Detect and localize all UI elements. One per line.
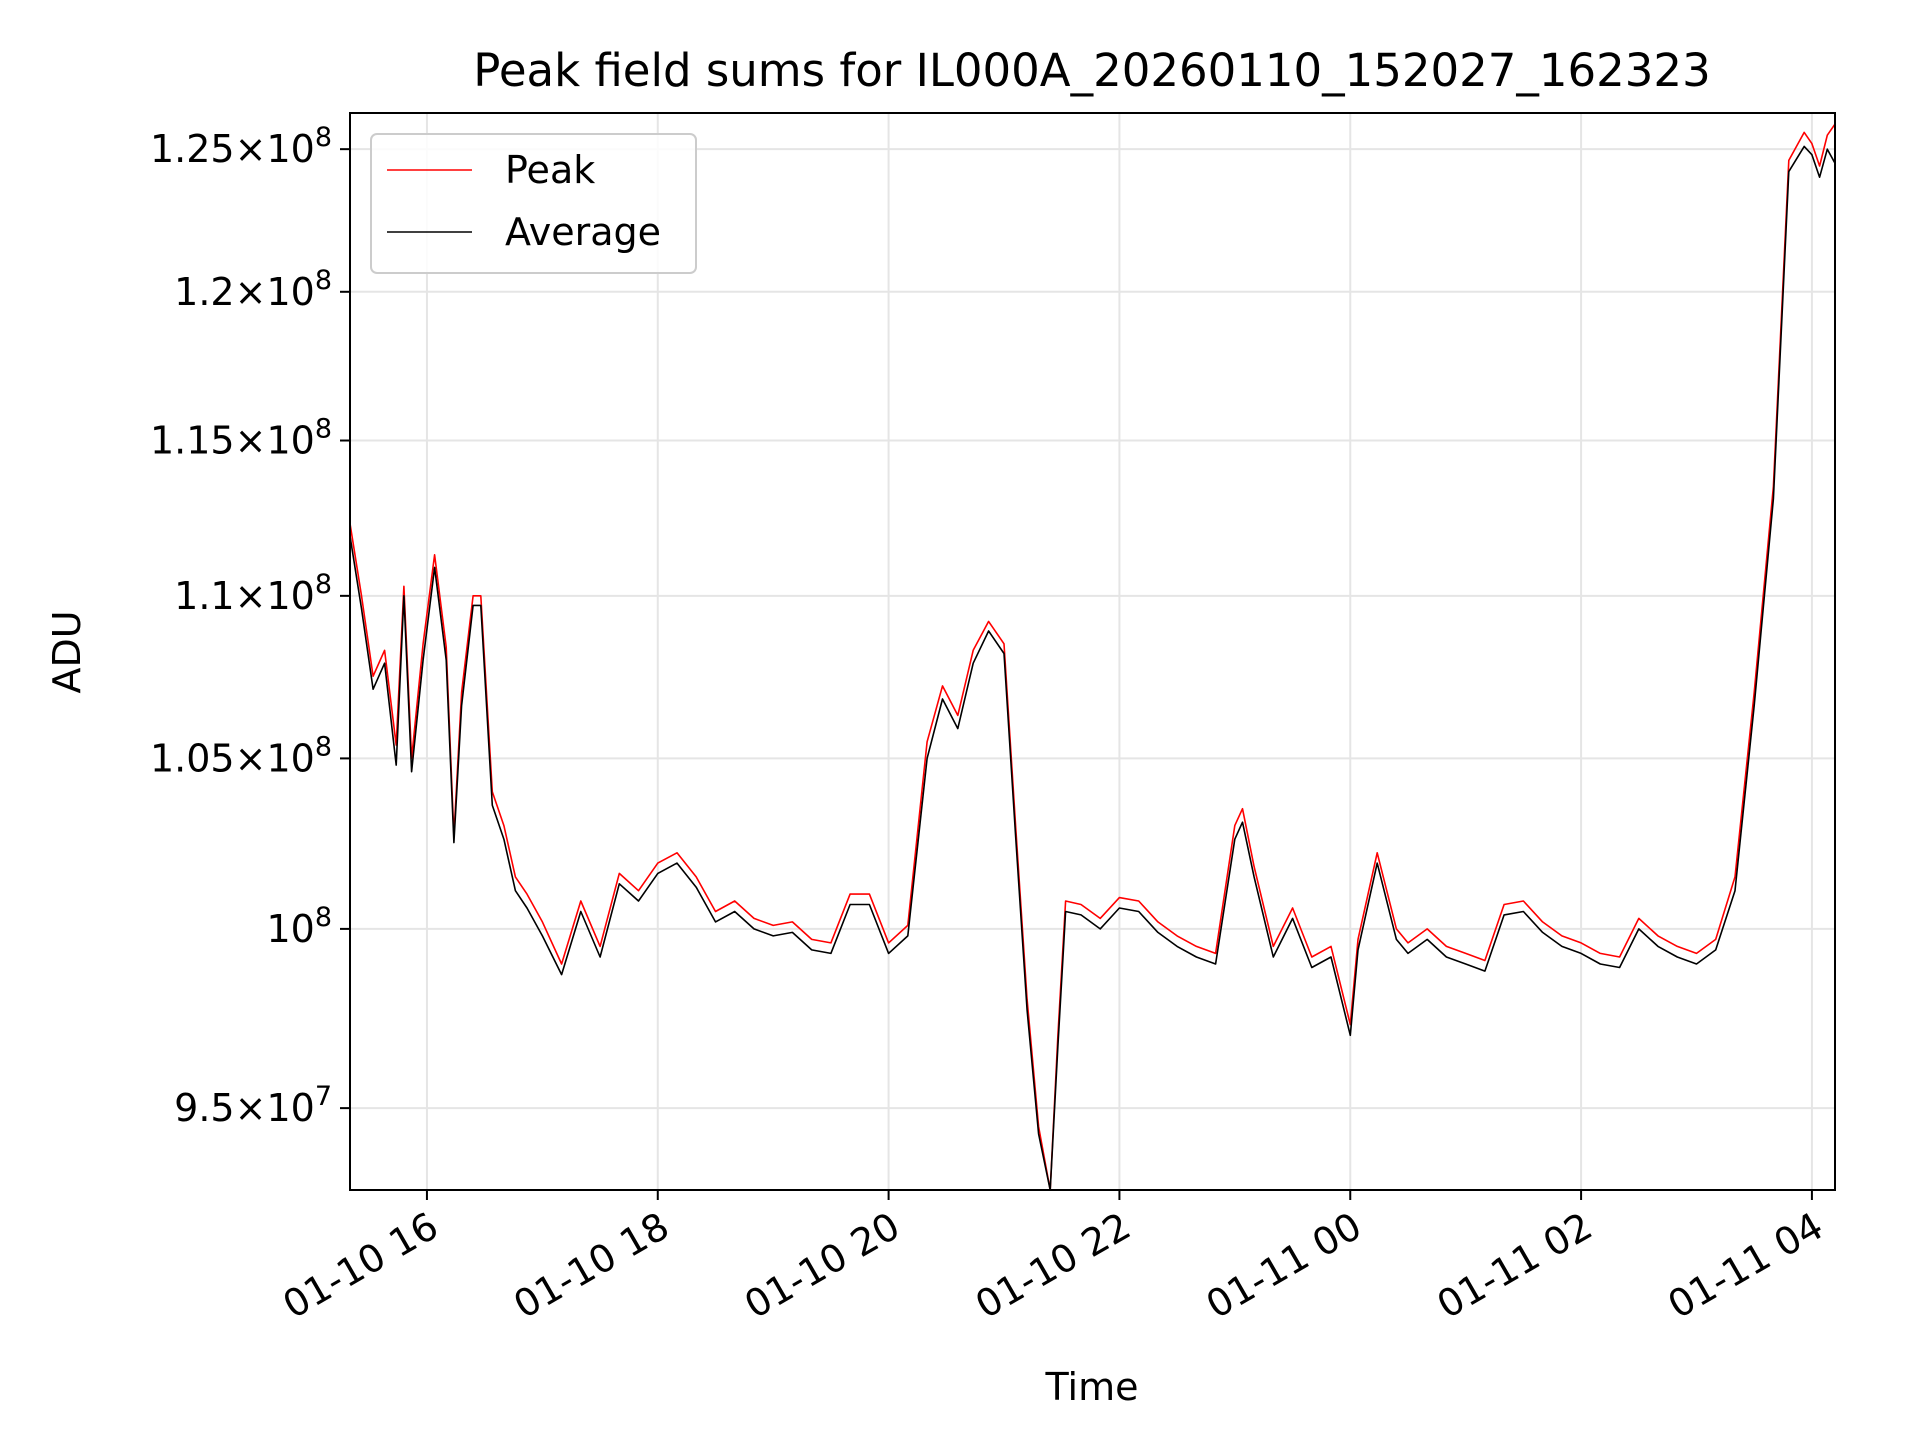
legend-label-peak: Peak bbox=[505, 148, 595, 192]
y-tick-label: 1.1×108 bbox=[174, 569, 332, 618]
x-axis-label: Time bbox=[1045, 1365, 1139, 1409]
grid bbox=[350, 113, 1835, 1190]
y-tick-label: 9.5×107 bbox=[174, 1081, 332, 1130]
series-line-average bbox=[350, 145, 1835, 1190]
y-tick-label: 1.2×108 bbox=[174, 265, 332, 314]
y-tick-label: 1.25×108 bbox=[150, 122, 332, 171]
legend: Peak Average bbox=[370, 133, 697, 274]
legend-label-average: Average bbox=[505, 210, 661, 254]
y-axis-label: ADU bbox=[45, 610, 89, 693]
y-axis: 9.5×107 108 1.05×108 1.1×108 1.15×108 1.2×108… bbox=[150, 122, 350, 1130]
chart-title: Peak field sums for IL000A_20260110_1520… bbox=[473, 44, 1710, 97]
plot-frame bbox=[349, 112, 1836, 1191]
y-tick-label: 108 bbox=[266, 902, 332, 951]
series-line-peak bbox=[350, 123, 1835, 1190]
series-layer bbox=[350, 123, 1835, 1190]
y-tick-label: 1.05×108 bbox=[150, 731, 332, 780]
legend-box bbox=[370, 133, 697, 274]
y-tick-label: 1.15×108 bbox=[150, 414, 332, 463]
